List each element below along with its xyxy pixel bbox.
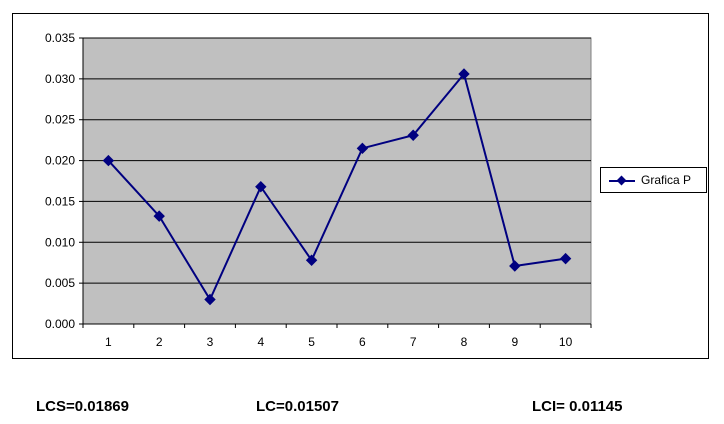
legend-diamond-marker (616, 175, 627, 186)
plot-area (82, 37, 592, 325)
data-point-marker (102, 154, 115, 167)
data-point-marker (204, 293, 216, 306)
y-tick-label: 0.035 (45, 31, 75, 45)
x-tick-label: 8 (461, 335, 468, 349)
data-point-marker (458, 68, 470, 80)
x-tick-label: 10 (559, 335, 573, 349)
y-tick-label: 0.025 (45, 113, 75, 127)
y-tick-label: 0.030 (45, 72, 75, 86)
data-point-marker (153, 210, 165, 222)
data-point-marker (509, 260, 521, 272)
legend-label: Grafica P (641, 173, 692, 187)
y-tick-label: 0.010 (45, 235, 75, 249)
x-tick-labels: 1 2 3 4 5 6 7 8 9 10 (105, 335, 573, 349)
x-tick-label: 6 (359, 335, 366, 349)
x-tick-label: 3 (207, 335, 214, 349)
x-tick-label: 1 (105, 335, 112, 349)
y-tick-label: 0.020 (45, 154, 75, 168)
lci-label: LCI= 0.01145 (532, 398, 623, 415)
data-point-marker (255, 181, 267, 193)
x-tick-label: 2 (156, 335, 163, 349)
y-tick-label: 0.005 (45, 276, 75, 290)
legend: Grafica P (600, 167, 707, 193)
x-tick-label: 9 (511, 335, 518, 349)
x-tick-label: 5 (308, 335, 315, 349)
y-tick-label: 0.015 (45, 194, 75, 208)
data-point-marker (407, 129, 419, 141)
series-grafica-p (102, 68, 572, 306)
data-point-marker (356, 142, 369, 155)
series-line (107, 71, 566, 302)
gridlines (83, 37, 591, 284)
lc-label: LC=0.01507 (256, 398, 339, 415)
lcs-label: LCS=0.01869 (36, 398, 129, 415)
y-tick-label: 0.000 (45, 317, 75, 331)
data-point-marker (559, 252, 572, 265)
axes (79, 37, 592, 328)
x-tick-label: 4 (257, 335, 264, 349)
data-point-marker (305, 254, 318, 266)
y-tick-labels: 0.000 0.005 0.010 0.015 0.020 0.025 0.030 0.035 (45, 31, 75, 331)
x-tick-label: 7 (410, 335, 417, 349)
